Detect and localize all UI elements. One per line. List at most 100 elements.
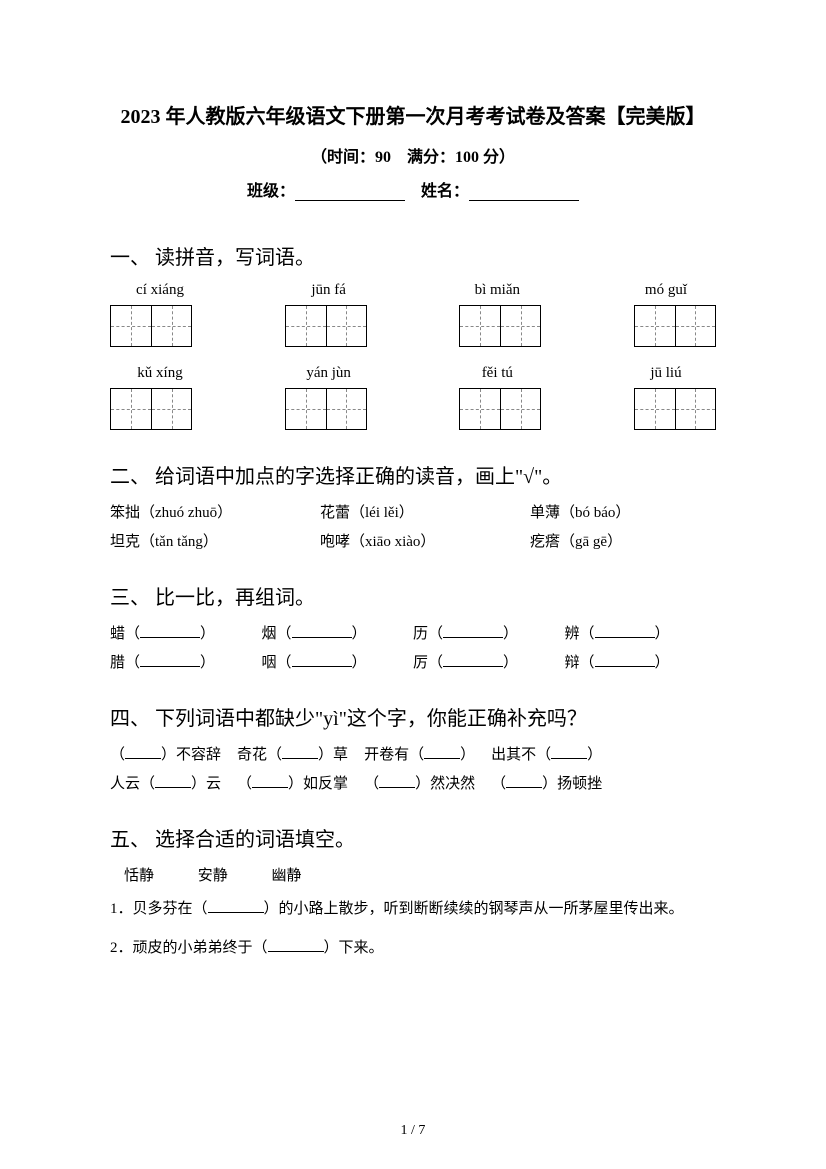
- q5-word: 恬静: [124, 868, 154, 884]
- q4-pre: 出其不（: [491, 747, 551, 763]
- q4-row-1: （ ）不容辞 奇花（ ）草 开卷有（ ） 出其不（ ）: [110, 743, 716, 764]
- fill-blank[interactable]: [424, 745, 460, 759]
- name-label: 姓名：: [421, 183, 469, 200]
- fill-blank[interactable]: [282, 745, 318, 759]
- pinyin-row-2: kǔ xíng yán jùn fěi tú jū liú: [110, 365, 716, 382]
- q3-row-2: 腊（） 咽（） 厉（） 辩（）: [110, 651, 716, 672]
- fill-blank[interactable]: [379, 774, 415, 788]
- q4-pre: 人云（: [110, 776, 155, 792]
- q4-post: ）: [460, 747, 475, 763]
- pinyin-cell: mó guǐ: [616, 282, 716, 299]
- q3-char: 咽: [262, 655, 277, 671]
- char-boxes[interactable]: [634, 388, 716, 430]
- name-blank[interactable]: [469, 183, 579, 201]
- char-boxes[interactable]: [110, 388, 192, 430]
- box-row-2: [110, 388, 716, 430]
- q4-pre: 开卷有（: [364, 747, 424, 763]
- q4-post: ）如反掌: [288, 776, 348, 792]
- q3-heading: 三、 比一比，再组词。: [110, 581, 716, 610]
- fill-blank[interactable]: [155, 774, 191, 788]
- q2-word: 疙瘩: [530, 534, 560, 550]
- q3-char: 蜡: [110, 626, 125, 642]
- q3-char: 烟: [262, 626, 277, 642]
- fill-blank[interactable]: [595, 653, 655, 667]
- fill-blank[interactable]: [268, 938, 324, 952]
- fill-blank[interactable]: [252, 774, 288, 788]
- pinyin-cell: jūn fá: [279, 282, 379, 299]
- q5-word: 安静: [198, 868, 228, 884]
- class-label: 班级：: [247, 183, 295, 200]
- q4-pre: 奇花（: [237, 747, 282, 763]
- q3-char: 历: [413, 626, 428, 642]
- q2-reading: （bó báo）: [560, 505, 630, 521]
- q1-heading: 一、 读拼音，写词语。: [110, 241, 716, 270]
- char-boxes[interactable]: [285, 388, 367, 430]
- q5-text: 1．贝多芬在（: [110, 901, 208, 917]
- pinyin-cell: yán jùn: [279, 365, 379, 382]
- q4-post: ）云: [191, 776, 221, 792]
- q2-word: 咆哮: [320, 534, 350, 550]
- q5-line-2: 2．顽皮的小弟弟终于（ ）下来。: [110, 934, 716, 963]
- fill-blank[interactable]: [292, 653, 352, 667]
- q2-row-1: 笨拙（zhuó zhuō） 花蕾（léi lěi） 单薄（bó báo）: [110, 501, 716, 522]
- fill-blank[interactable]: [443, 653, 503, 667]
- q4-post: ）草: [318, 747, 348, 763]
- q2-row-2: 坦克（tǎn tǎng） 咆哮（xiāo xiào） 疙瘩（gā gē）: [110, 530, 716, 551]
- char-boxes[interactable]: [459, 305, 541, 347]
- page-number: 1 / 7: [0, 1123, 826, 1139]
- q5-text: ）的小路上散步，听到断断续续的钢琴声从一所茅屋里传出来。: [264, 901, 684, 917]
- q4-heading: 四、 下列词语中都缺少"yì"这个字，你能正确补充吗？: [110, 702, 716, 731]
- q4-post: ）然决然: [415, 776, 475, 792]
- q2-reading: （xiāo xiào）: [350, 534, 435, 550]
- pinyin-row-1: cí xiáng jūn fá bì miǎn mó guǐ: [110, 282, 716, 299]
- q3-row-1: 蜡（） 烟（） 历（） 辨（）: [110, 622, 716, 643]
- q4-pre: （: [110, 747, 125, 763]
- document-subtitle: （时间：90 满分：100 分）: [110, 143, 716, 167]
- q2-heading: 二、 给词语中加点的字选择正确的读音，画上"√"。: [110, 460, 716, 489]
- char-boxes[interactable]: [110, 305, 192, 347]
- q5-word: 幽静: [272, 868, 302, 884]
- fill-blank[interactable]: [208, 899, 264, 913]
- q4-pre: （: [491, 776, 506, 792]
- char-boxes[interactable]: [634, 305, 716, 347]
- fill-blank[interactable]: [551, 745, 587, 759]
- fill-blank[interactable]: [125, 745, 161, 759]
- q5-line-1: 1．贝多芬在（ ）的小路上散步，听到断断续续的钢琴声从一所茅屋里传出来。: [110, 895, 716, 924]
- char-boxes[interactable]: [285, 305, 367, 347]
- q4-post: ）: [587, 747, 602, 763]
- q2-reading: （tǎn tǎng）: [140, 534, 218, 550]
- q3-char: 厉: [413, 655, 428, 671]
- class-blank[interactable]: [295, 183, 405, 201]
- pinyin-cell: fěi tú: [447, 365, 547, 382]
- q3-char: 腊: [110, 655, 125, 671]
- pinyin-cell: cí xiáng: [110, 282, 210, 299]
- pinyin-cell: jū liú: [616, 365, 716, 382]
- q2-word: 花蕾: [320, 505, 350, 521]
- q2-word: 单薄: [530, 505, 560, 521]
- q2-word: 坦克: [110, 534, 140, 550]
- info-line: 班级： 姓名：: [110, 177, 716, 201]
- q2-reading: （gā gē）: [560, 534, 622, 550]
- fill-blank[interactable]: [595, 624, 655, 638]
- q4-post: ）不容辞: [161, 747, 221, 763]
- pinyin-cell: bì miǎn: [447, 282, 547, 299]
- q5-text: 2．顽皮的小弟弟终于（: [110, 940, 268, 956]
- fill-blank[interactable]: [292, 624, 352, 638]
- q4-pre: （: [364, 776, 379, 792]
- fill-blank[interactable]: [506, 774, 542, 788]
- pinyin-cell: kǔ xíng: [110, 365, 210, 382]
- fill-blank[interactable]: [140, 653, 200, 667]
- fill-blank[interactable]: [443, 624, 503, 638]
- fill-blank[interactable]: [140, 624, 200, 638]
- q4-row-2: 人云（ ）云 （ ）如反掌 （ ）然决然 （ ）扬顿挫: [110, 772, 716, 793]
- box-row-1: [110, 305, 716, 347]
- q5-word-bank: 恬静 安静 幽静: [124, 864, 716, 885]
- q2-reading: （léi lěi）: [350, 505, 414, 521]
- q4-pre: （: [237, 776, 252, 792]
- q5-text: ）下来。: [324, 940, 384, 956]
- document-title: 2023 年人教版六年级语文下册第一次月考考试卷及答案【完美版】: [110, 100, 716, 129]
- q3-char: 辨: [565, 626, 580, 642]
- q3-char: 辩: [565, 655, 580, 671]
- char-boxes[interactable]: [459, 388, 541, 430]
- q4-post: ）扬顿挫: [542, 776, 602, 792]
